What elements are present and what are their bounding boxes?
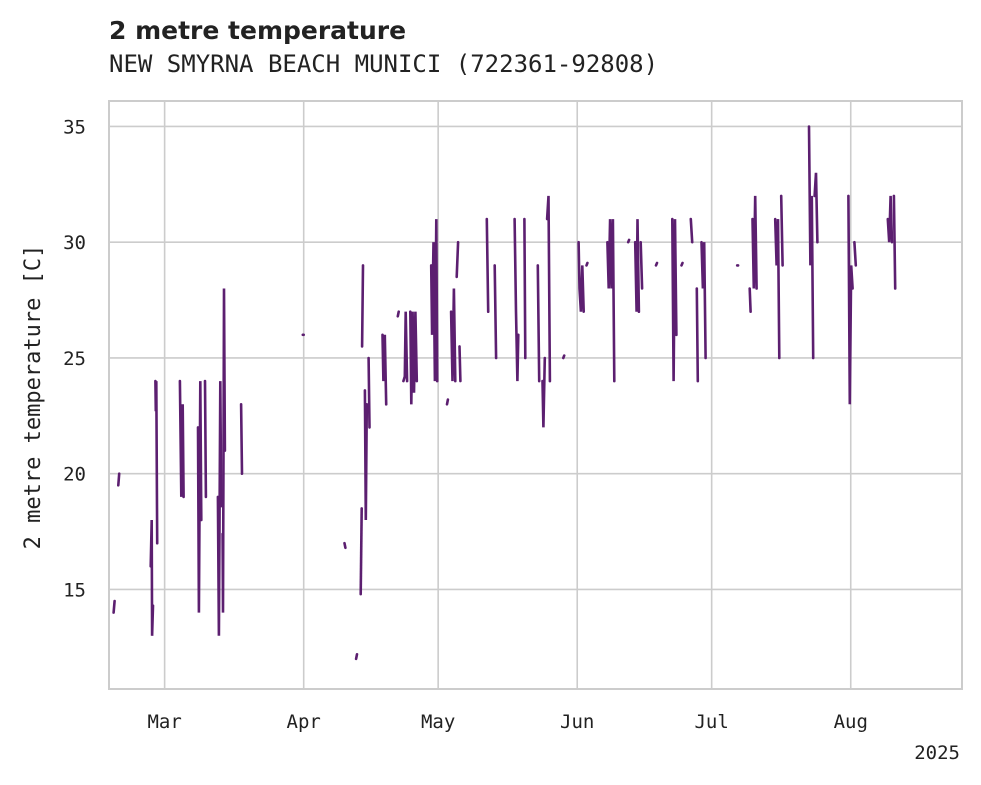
data-line-segment bbox=[779, 194, 784, 267]
data-line-segment bbox=[536, 264, 541, 383]
data-line-segment bbox=[670, 217, 678, 382]
data-line-segment bbox=[112, 599, 116, 614]
data-line-segment bbox=[606, 219, 616, 383]
data-layer bbox=[112, 125, 897, 661]
data-line-segment bbox=[695, 287, 700, 383]
grid-layer bbox=[109, 101, 962, 689]
data-line-segment bbox=[485, 217, 490, 314]
data-line-segment bbox=[216, 381, 223, 636]
data-line-segment bbox=[561, 354, 566, 360]
data-line-segment bbox=[577, 240, 586, 314]
data-line-segment bbox=[523, 217, 527, 360]
data-line-segment bbox=[343, 541, 347, 550]
data-line-segment bbox=[381, 333, 388, 406]
data-line-segment bbox=[221, 288, 227, 613]
data-line-segment bbox=[196, 381, 203, 613]
data-line-segment bbox=[541, 356, 547, 428]
y-tick-label: 15 bbox=[63, 579, 86, 601]
x-tick-label: Aug bbox=[834, 711, 868, 733]
data-line-segment bbox=[154, 379, 159, 545]
plot-frame bbox=[108, 100, 963, 690]
chart-subtitle: NEW SMYRNA BEACH MUNICI (722361-92808) bbox=[109, 50, 659, 78]
data-line-segment bbox=[239, 402, 244, 476]
data-line-segment bbox=[751, 195, 758, 290]
data-line-segment bbox=[748, 287, 752, 314]
data-line-segment bbox=[455, 240, 460, 279]
data-line-segment bbox=[354, 652, 359, 661]
data-line-segment bbox=[458, 345, 462, 383]
data-line-segment bbox=[585, 261, 589, 267]
chart-title: 2 metre temperature bbox=[109, 16, 407, 45]
data-line-segment bbox=[203, 379, 208, 499]
data-line-segment bbox=[886, 195, 894, 244]
data-line-segment bbox=[654, 261, 659, 267]
x-tick-label: Apr bbox=[287, 711, 321, 733]
data-line-segment bbox=[429, 219, 439, 383]
data-line-segment bbox=[493, 264, 498, 360]
x-tick-label: May bbox=[421, 711, 455, 733]
y-tick-label: 30 bbox=[63, 232, 86, 254]
data-line-segment bbox=[807, 125, 815, 360]
data-line-segment bbox=[773, 217, 781, 360]
y-tick-label: 35 bbox=[63, 116, 86, 138]
data-line-segment bbox=[363, 389, 369, 521]
y-tick-label: 25 bbox=[63, 348, 86, 370]
data-line-segment bbox=[408, 310, 419, 405]
data-line-segment bbox=[639, 240, 644, 290]
data-line-segment bbox=[813, 172, 819, 244]
data-line-segment bbox=[117, 472, 121, 487]
data-line-segment bbox=[847, 194, 854, 405]
axis-layer: 15 20 25 30 35 Mar Apr May Jun Jul Aug bbox=[63, 116, 868, 733]
y-axis-label: 2 metre temperature [C] bbox=[21, 245, 46, 550]
data-line-segment bbox=[402, 311, 409, 383]
data-line-segment bbox=[449, 288, 457, 383]
data-line-segment bbox=[700, 240, 707, 360]
data-line-segment bbox=[445, 398, 450, 406]
data-line-segment bbox=[359, 507, 364, 596]
x-tick-label: Mar bbox=[147, 711, 181, 733]
data-line-segment bbox=[545, 195, 552, 383]
data-line-segment bbox=[178, 379, 185, 499]
data-line-segment bbox=[626, 238, 631, 244]
data-line-segment bbox=[513, 217, 520, 382]
data-line-segment bbox=[680, 261, 684, 267]
data-line-segment bbox=[367, 356, 371, 429]
data-line-segment bbox=[149, 519, 155, 636]
x-tick-label: Jul bbox=[694, 711, 728, 733]
data-line-segment bbox=[689, 217, 694, 244]
data-line-segment bbox=[853, 240, 858, 267]
data-line-segment bbox=[892, 194, 897, 290]
data-line-segment bbox=[633, 219, 641, 314]
y-tick-label: 20 bbox=[63, 464, 86, 486]
x-tick-label: Jun bbox=[560, 711, 594, 733]
data-line-segment bbox=[396, 310, 401, 318]
data-line-segment bbox=[360, 264, 365, 348]
x-year-label: 2025 bbox=[914, 742, 960, 764]
